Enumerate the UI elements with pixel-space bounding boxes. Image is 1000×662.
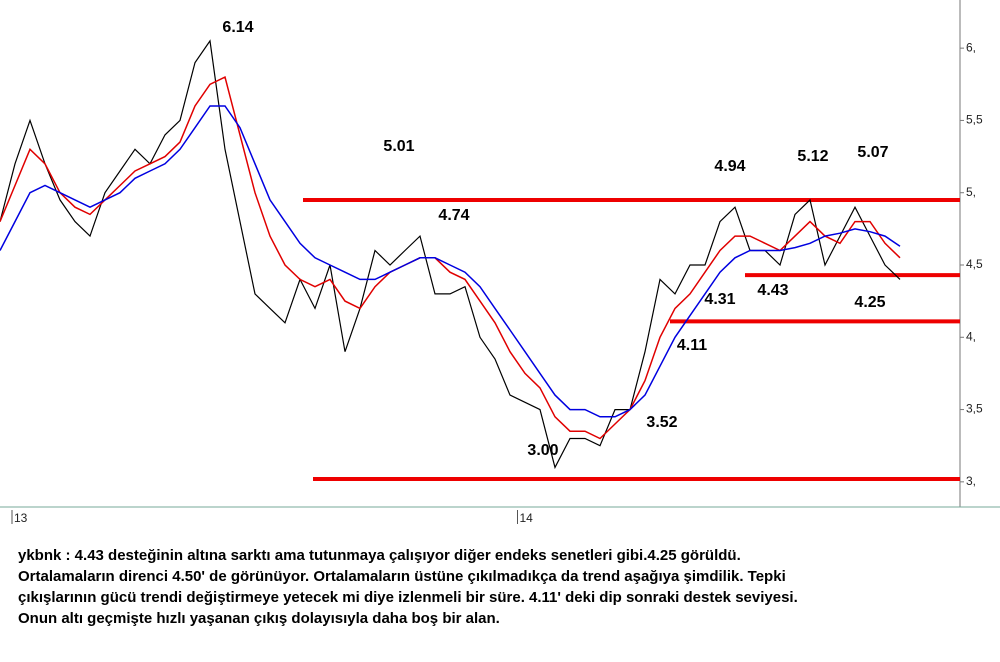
- moving-average: [0, 76, 901, 440]
- y-tick-label: 5,: [966, 185, 976, 199]
- y-tick-label: 3,5: [966, 402, 983, 416]
- x-tick-label: 13: [14, 511, 28, 525]
- price-annotation: 5.01: [383, 138, 414, 155]
- y-tick-label: 4,5: [966, 257, 983, 271]
- y-tick-label: 5,5: [966, 113, 983, 127]
- price-annotation: 6.14: [222, 19, 253, 36]
- price-annotation: 3.00: [527, 442, 558, 459]
- price-annotation: 4.74: [438, 207, 469, 224]
- caption-line: ykbnk : 4.43 desteğinin altına sarktı am…: [18, 547, 741, 564]
- y-tick-label: 6,: [966, 40, 976, 54]
- y-tick-label: 4,: [966, 329, 976, 343]
- price-annotation: 5.07: [857, 144, 888, 161]
- price-annotation: 3.52: [646, 414, 677, 431]
- caption-line: Ortalamaların direnci 4.50' de görünüyor…: [18, 568, 786, 585]
- y-tick-label: 3,: [966, 474, 976, 488]
- price-annotation: 4.25: [854, 294, 885, 311]
- moving-average: [0, 105, 901, 418]
- price-annotation: 4.94: [714, 158, 745, 175]
- price-line: [0, 39, 901, 470]
- price-annotation: 4.31: [704, 291, 735, 308]
- price-annotation: 4.43: [757, 282, 788, 299]
- x-tick-label: 14: [520, 511, 534, 525]
- price-annotation: 4.11: [677, 337, 707, 354]
- caption-line: Onun altı geçmişte hızlı yaşanan çıkış d…: [18, 610, 500, 627]
- price-annotation: 5.12: [797, 148, 828, 165]
- caption-line: çıkışlarının gücü trendi değiştirmeye ye…: [18, 589, 798, 606]
